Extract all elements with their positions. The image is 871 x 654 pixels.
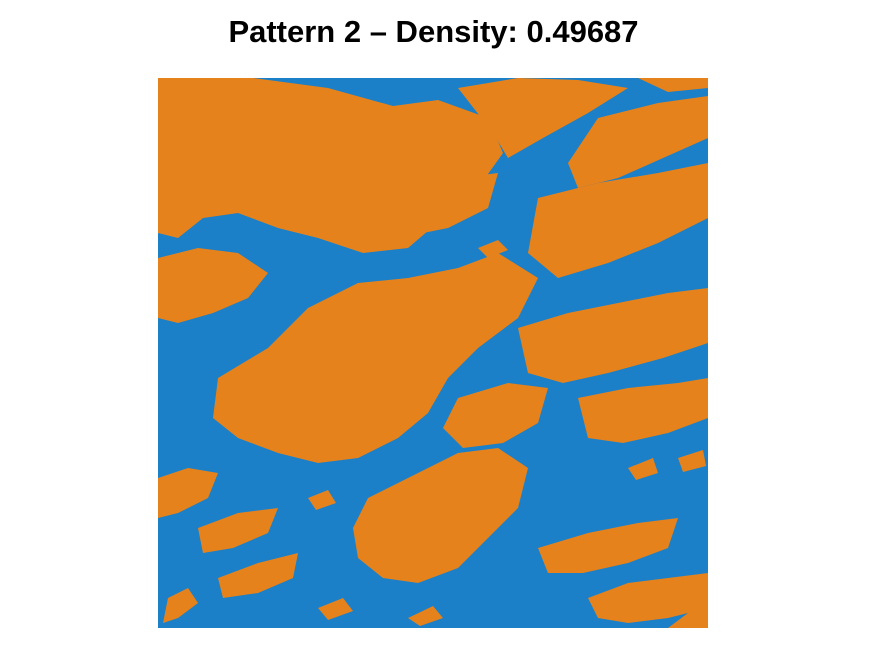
pattern-image xyxy=(158,78,708,628)
figure-title: Pattern 2 – Density: 0.49687 xyxy=(228,14,639,49)
pattern-canvas xyxy=(158,78,708,628)
foreground-phase xyxy=(158,78,708,628)
